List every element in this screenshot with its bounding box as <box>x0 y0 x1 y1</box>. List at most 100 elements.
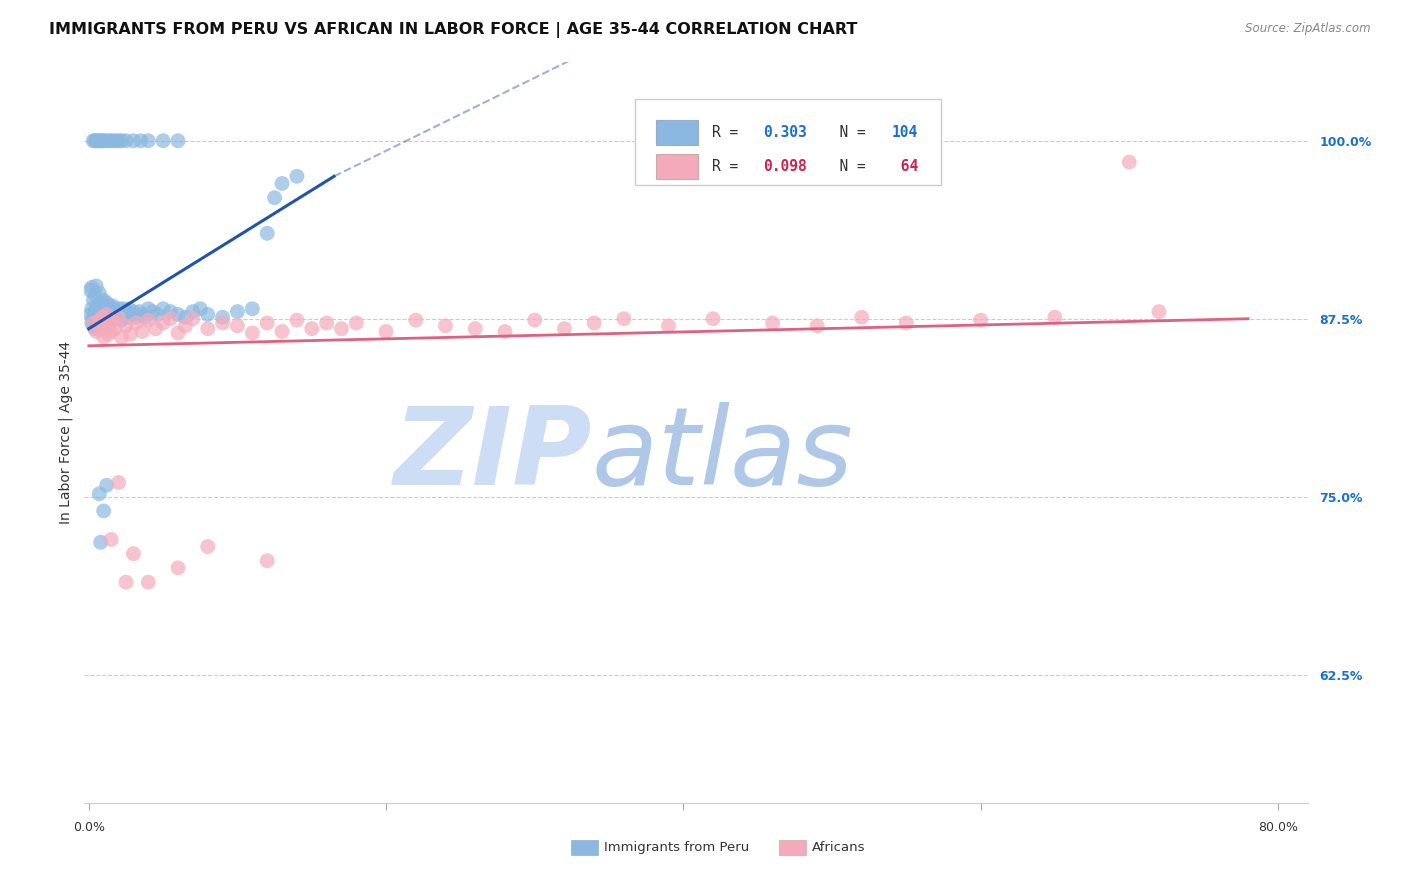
Point <box>405 313 427 327</box>
Point <box>122 547 145 561</box>
Text: R =: R = <box>711 160 747 175</box>
Point <box>84 279 107 293</box>
Point <box>104 304 127 318</box>
Point <box>107 301 129 316</box>
Point <box>1147 304 1170 318</box>
Text: 104: 104 <box>891 125 918 140</box>
Point <box>87 299 110 313</box>
Point <box>107 134 129 148</box>
Point <box>761 316 783 330</box>
Text: 0.098: 0.098 <box>763 160 807 175</box>
Point <box>107 475 129 490</box>
Point <box>174 310 197 325</box>
Point <box>271 325 294 339</box>
Point <box>104 321 127 335</box>
Point <box>159 311 181 326</box>
Point <box>131 325 153 339</box>
Point <box>83 321 105 335</box>
Point <box>89 318 111 333</box>
Point <box>197 321 219 335</box>
Bar <box>779 840 806 855</box>
Point <box>211 316 233 330</box>
Point <box>89 286 111 301</box>
Point <box>83 304 105 318</box>
Point <box>125 310 148 325</box>
Point <box>111 301 134 316</box>
Point <box>89 308 111 322</box>
Point <box>97 318 120 333</box>
Point <box>84 318 107 333</box>
Point <box>89 313 111 327</box>
Point <box>98 299 121 313</box>
Point <box>87 134 110 148</box>
Point <box>91 134 114 148</box>
Text: ZIP: ZIP <box>394 401 592 508</box>
Point <box>96 308 118 322</box>
Point <box>96 478 118 492</box>
Point <box>136 313 159 327</box>
Point <box>122 304 145 318</box>
Text: 0.303: 0.303 <box>763 125 807 140</box>
Point <box>1118 155 1140 169</box>
Point <box>94 318 117 333</box>
Point <box>101 313 124 327</box>
Text: atlas: atlas <box>592 402 853 508</box>
Point <box>93 310 115 325</box>
Point <box>115 134 138 148</box>
Bar <box>655 120 699 145</box>
Point <box>128 304 150 318</box>
Point <box>98 308 121 322</box>
Point <box>134 310 156 325</box>
Point <box>240 301 263 316</box>
Point <box>90 310 112 325</box>
Point <box>1043 310 1066 325</box>
Point <box>94 304 117 318</box>
Point <box>79 283 101 297</box>
Point <box>136 301 159 316</box>
Point <box>80 280 103 294</box>
Point <box>90 316 112 330</box>
Point <box>105 310 128 325</box>
Point <box>167 134 190 148</box>
Point <box>100 301 122 316</box>
Point <box>114 308 136 322</box>
Point <box>152 301 174 316</box>
Point <box>613 311 636 326</box>
Point <box>434 318 457 333</box>
Point <box>129 134 152 148</box>
Point <box>82 134 104 148</box>
Point <box>83 134 105 148</box>
Point <box>896 316 918 330</box>
Point <box>110 134 132 148</box>
Point <box>82 311 104 326</box>
Point <box>93 318 115 333</box>
Point <box>115 304 138 318</box>
Point <box>110 313 132 327</box>
Point <box>188 301 211 316</box>
Point <box>851 310 873 325</box>
Point <box>98 134 121 148</box>
Point <box>107 310 129 325</box>
Point <box>226 318 249 333</box>
Point <box>83 287 105 301</box>
Point <box>122 134 145 148</box>
Point <box>101 134 124 148</box>
Point <box>91 318 114 333</box>
Point <box>152 134 174 148</box>
Text: 64: 64 <box>891 160 918 175</box>
Point <box>806 318 828 333</box>
Point <box>375 325 398 339</box>
Text: N =: N = <box>823 125 875 140</box>
Point <box>523 313 546 327</box>
Point <box>93 504 115 518</box>
Point <box>263 191 285 205</box>
Point <box>84 325 107 339</box>
Point <box>120 327 142 342</box>
Point <box>125 316 148 330</box>
Y-axis label: In Labor Force | Age 35-44: In Labor Force | Age 35-44 <box>59 341 73 524</box>
Bar <box>571 840 598 855</box>
Point <box>197 308 219 322</box>
Point <box>120 308 142 322</box>
Point <box>91 310 114 325</box>
Point <box>89 301 111 316</box>
